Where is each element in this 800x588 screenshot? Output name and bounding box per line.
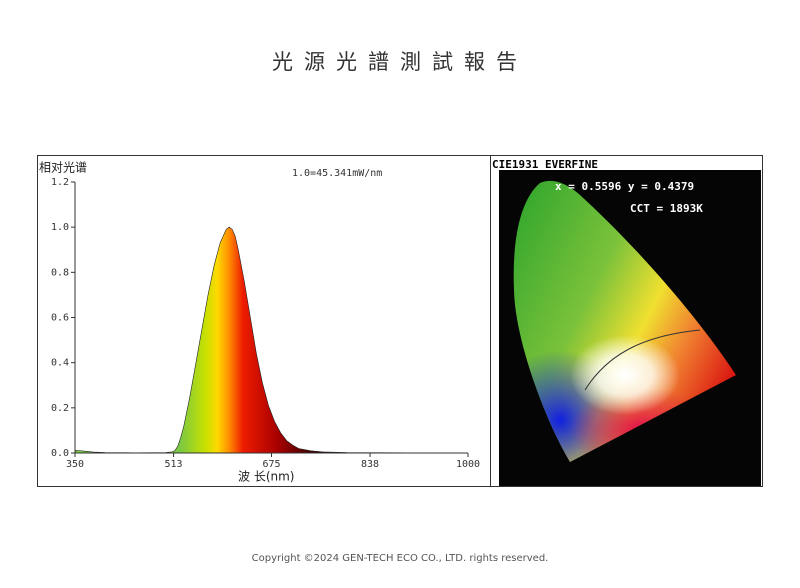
footer: Copyright ©2024 GEN-TECH ECO CO., LTD. r…	[252, 553, 549, 564]
cie-cct: CCT = 1893K	[630, 202, 703, 215]
y-tick-label: 1.0	[51, 222, 69, 233]
y-tick-label: 0.6	[51, 313, 69, 324]
cie-coords: x = 0.5596 y = 0.4379	[555, 180, 694, 193]
cie-diagram: CIE1931 EVERFINE x = 0.5596 y = 0.4379 C…	[492, 158, 761, 486]
spectrum-area	[74, 226, 469, 454]
cie-title: CIE1931 EVERFINE	[492, 158, 598, 171]
page-title: 光源光譜測試報告	[272, 50, 528, 74]
x-axis-label: 波 长(nm)	[238, 470, 294, 484]
y-tick-label: 0.8	[51, 267, 69, 278]
annotation: 1.0=45.341mW/nm	[292, 168, 382, 179]
x-tick-label: 675	[262, 459, 280, 470]
y-tick-label: 0.2	[51, 403, 69, 414]
y-tick-label: 0.4	[51, 358, 69, 369]
x-tick-label: 350	[66, 459, 84, 470]
x-tick-label: 513	[165, 459, 183, 470]
planckian-locus	[584, 329, 701, 391]
frame	[37, 155, 763, 487]
y-axis-label: 相对光谱	[39, 161, 87, 175]
spectrum-chart: 0.0 0.2 0.4 0.6 0.8 1.0 1.2 350 513 675 838 1000	[51, 177, 480, 470]
y-tick-label: 0.0	[51, 448, 69, 459]
y-tick-label: 1.2	[51, 177, 69, 188]
x-tick-label: 1000	[456, 459, 480, 470]
x-tick-label: 838	[361, 459, 379, 470]
